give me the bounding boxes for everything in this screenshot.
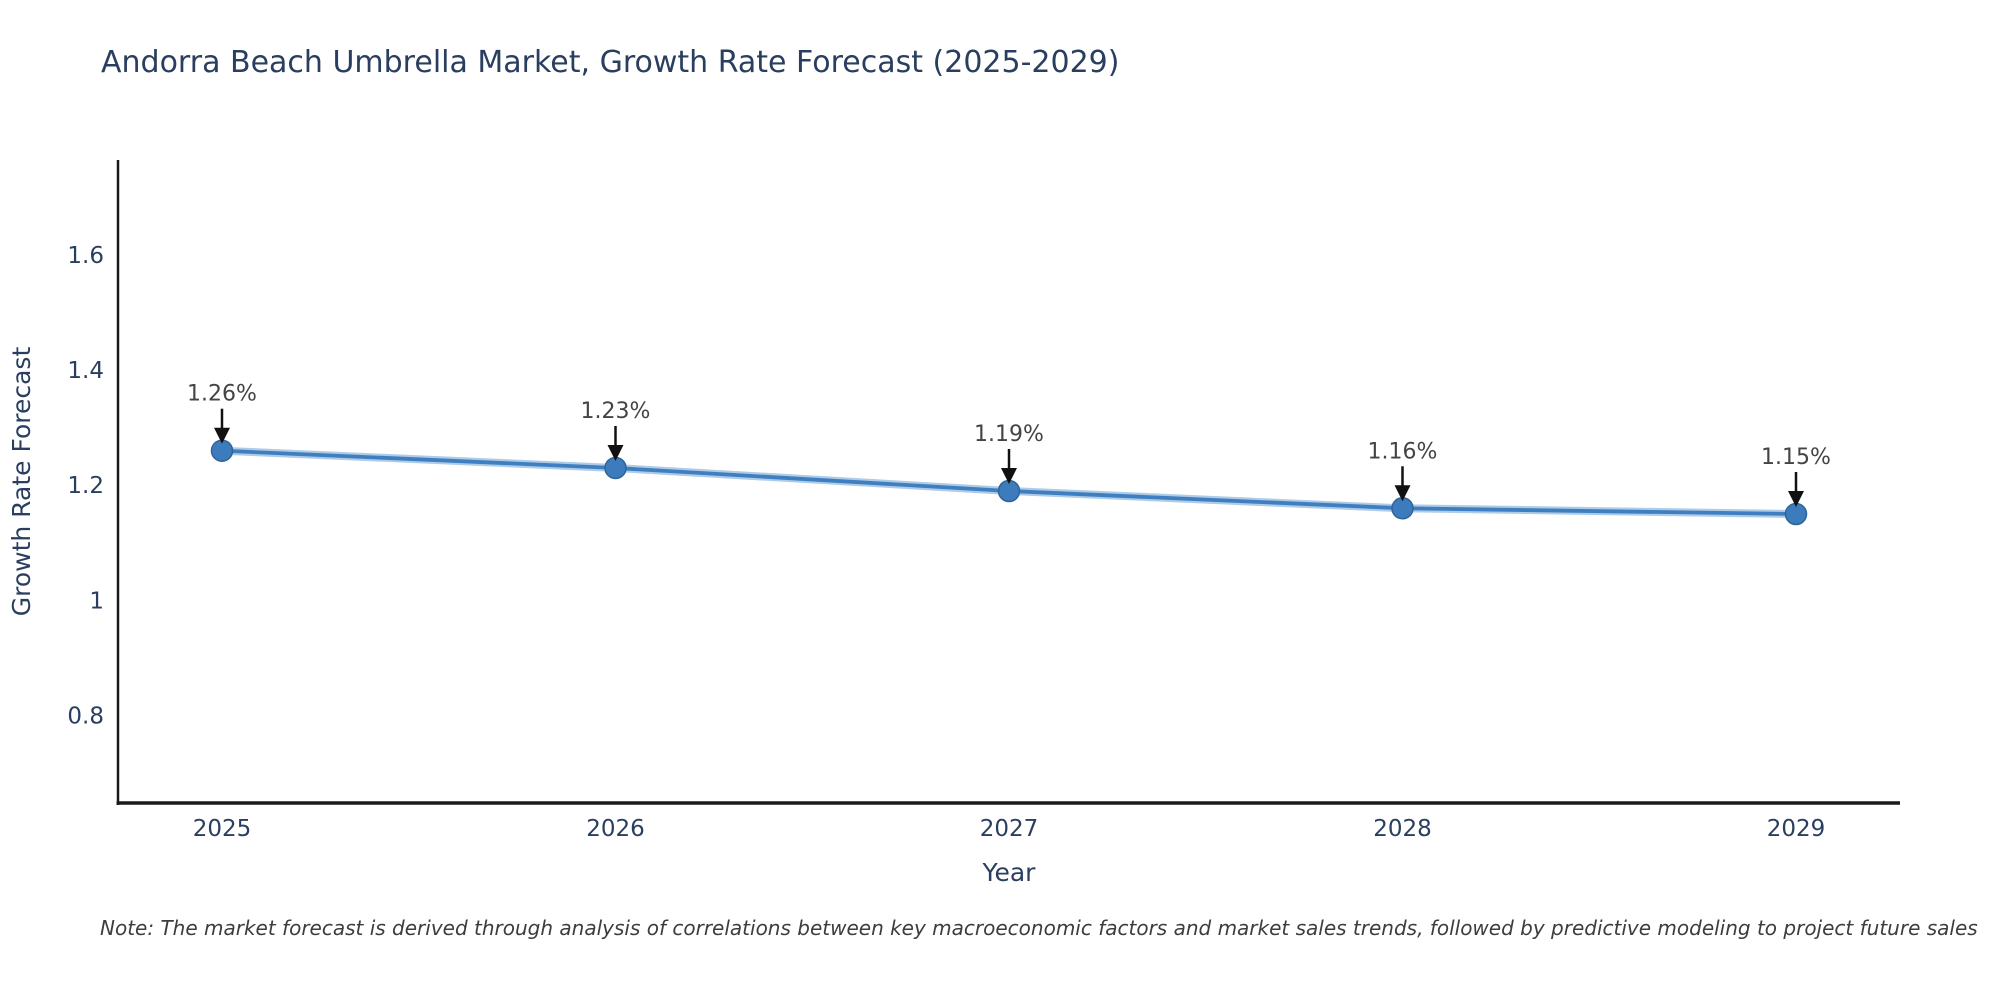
point-value-label: 1.19% bbox=[974, 422, 1044, 447]
point-value-label: 1.26% bbox=[187, 382, 257, 407]
annotation-arrowhead-icon bbox=[214, 427, 230, 444]
x-axis-label: Year bbox=[982, 858, 1037, 887]
y-tick-label: 1.2 bbox=[67, 473, 104, 499]
x-tick-label: 2025 bbox=[193, 816, 252, 842]
y-tick-label: 1.6 bbox=[67, 243, 104, 269]
point-value-label: 1.16% bbox=[1368, 439, 1438, 464]
y-tick-label: 1.4 bbox=[67, 358, 104, 384]
annotation-arrowhead-icon bbox=[1788, 491, 1804, 508]
y-tick-label: 1 bbox=[89, 588, 104, 614]
annotation-arrowhead-icon bbox=[1394, 485, 1411, 502]
y-axis-label: Growth Rate Forecast bbox=[7, 347, 36, 617]
x-tick-label: 2026 bbox=[586, 816, 645, 842]
point-value-label: 1.23% bbox=[581, 399, 651, 424]
x-tick-label: 2028 bbox=[1373, 816, 1432, 842]
x-tick-label: 2027 bbox=[980, 816, 1039, 842]
point-value-label: 1.15% bbox=[1761, 445, 1831, 470]
annotation-arrowhead-icon bbox=[1001, 467, 1017, 484]
chart-title: Andorra Beach Umbrella Market, Growth Ra… bbox=[101, 45, 1120, 80]
x-tick-label: 2029 bbox=[1767, 816, 1826, 842]
footnote: Note: The market forecast is derived thr… bbox=[100, 916, 1978, 940]
y-tick-label: 0.8 bbox=[67, 704, 104, 730]
annotation-arrowhead-icon bbox=[607, 444, 624, 461]
